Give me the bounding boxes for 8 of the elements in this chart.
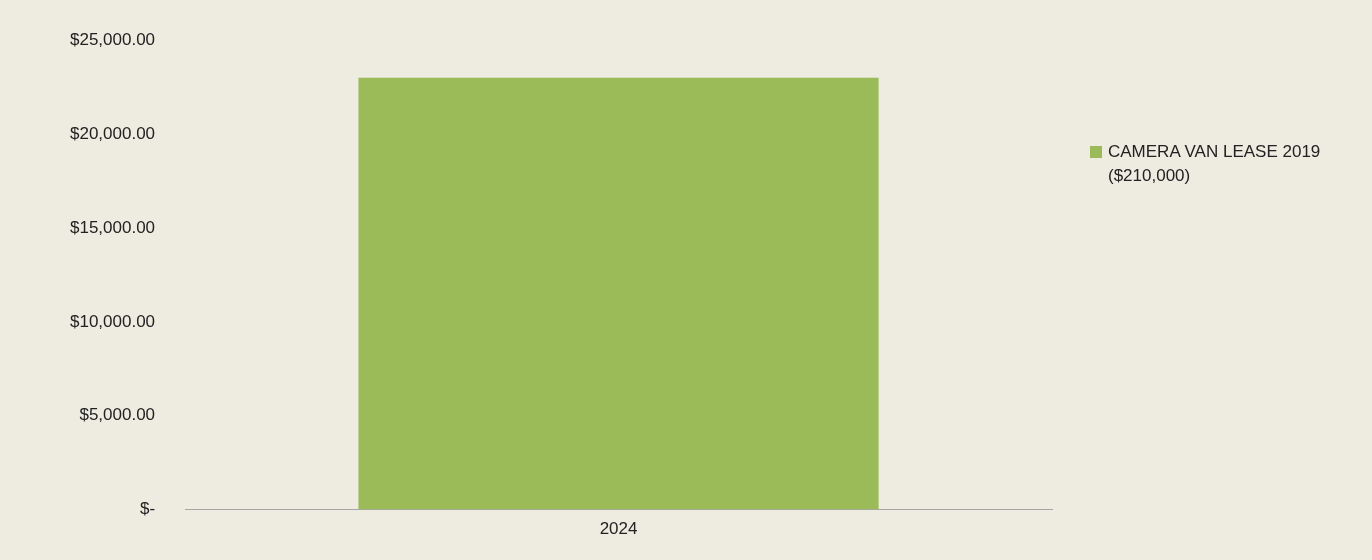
x-tick-label: 2024 — [599, 519, 638, 539]
y-tick-label: $5,000.00 — [79, 405, 156, 425]
y-tick-label: $25,000.00 — [69, 29, 156, 49]
legend-label: CAMERA VAN LEASE 2019 ($210,000) — [1108, 141, 1322, 187]
y-tick-label: $20,000.00 — [69, 123, 156, 143]
y-tick-label: $- — [139, 499, 156, 519]
y-tick-label: $10,000.00 — [69, 311, 156, 331]
y-tick-label: $15,000.00 — [69, 217, 156, 237]
